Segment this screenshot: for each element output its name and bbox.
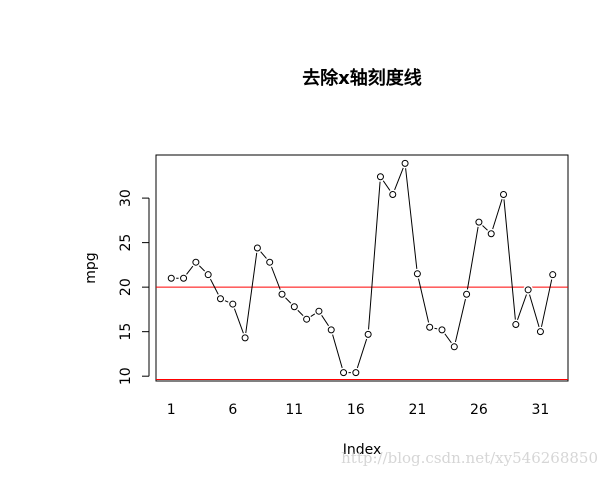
data-point xyxy=(438,326,446,334)
y-tick-label: 20 xyxy=(118,278,134,296)
data-point xyxy=(192,258,200,266)
x-tick-label: 6 xyxy=(228,402,237,418)
y-tick-label: 15 xyxy=(118,323,134,341)
x-tick-label: 21 xyxy=(408,402,426,418)
data-point xyxy=(463,290,471,298)
data-point xyxy=(241,334,249,342)
y-axis-label: mpg xyxy=(83,252,99,283)
data-point xyxy=(315,307,323,315)
data-point xyxy=(475,218,483,226)
data-point xyxy=(413,270,421,278)
data-point xyxy=(340,369,348,377)
data-point xyxy=(266,258,274,266)
x-tick-label: 1 xyxy=(167,402,176,418)
data-point xyxy=(364,330,372,338)
x-axis-label: Index xyxy=(343,442,382,458)
data-point xyxy=(180,274,188,282)
y-tick-label: 30 xyxy=(118,189,134,207)
data-point xyxy=(253,244,261,252)
plot-box xyxy=(155,154,569,382)
x-tick-label: 16 xyxy=(347,402,365,418)
y-tick-label: 10 xyxy=(118,367,134,385)
x-tick-label: 26 xyxy=(470,402,488,418)
data-point xyxy=(290,303,298,311)
data-point xyxy=(500,191,508,199)
chart-title: 去除x轴刻度线 xyxy=(302,67,422,89)
data-point xyxy=(229,300,237,308)
data-point xyxy=(450,343,458,351)
data-point xyxy=(167,274,175,282)
data-point xyxy=(426,323,434,331)
x-tick-label: 11 xyxy=(285,402,303,418)
y-tick-label: 25 xyxy=(118,234,134,252)
data-point xyxy=(487,230,495,238)
data-point xyxy=(376,173,384,181)
data-point xyxy=(204,271,212,279)
data-line xyxy=(171,163,554,374)
data-point xyxy=(536,328,544,336)
data-point xyxy=(303,315,311,323)
data-point xyxy=(401,159,409,167)
data-point xyxy=(549,271,557,279)
watermark: http://blog.csdn.net/xy546268850 xyxy=(341,449,598,467)
x-tick-label: 31 xyxy=(532,402,550,418)
data-point xyxy=(216,295,224,303)
data-point xyxy=(524,286,532,294)
data-point xyxy=(389,191,397,199)
data-point xyxy=(327,326,335,334)
data-point xyxy=(352,369,360,377)
data-point xyxy=(278,290,286,298)
data-point xyxy=(512,321,520,329)
